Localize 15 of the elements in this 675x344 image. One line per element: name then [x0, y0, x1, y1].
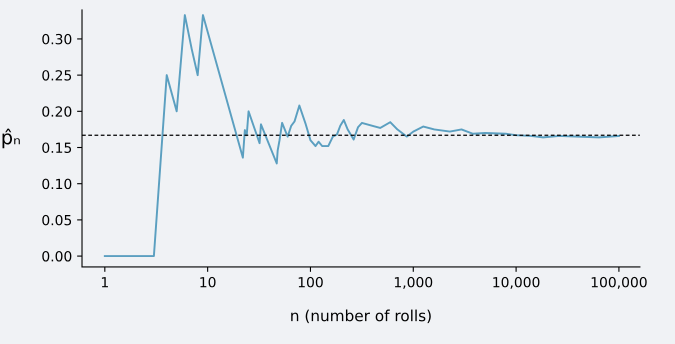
y-tick-label: 0.25: [42, 70, 72, 81]
x-tick-label: 100: [298, 276, 323, 288]
y-tick-label: 0.10: [42, 178, 72, 190]
x-tick-label: 10,000: [493, 276, 540, 289]
x-tick-label: 1,000: [394, 276, 432, 289]
y-tick-label: 0.00: [42, 251, 72, 262]
x-tick-label: 10: [200, 276, 216, 288]
y-tick-label: 0.30: [42, 34, 72, 44]
y-tick-label: 0.15: [42, 142, 72, 153]
y-tick-label: 0.20: [42, 106, 72, 117]
x-axis-title: n (number of rolls): [291, 310, 431, 324]
x-tick-label: 1: [102, 277, 108, 288]
y-axis-title: p̂ₙ: [2, 128, 20, 148]
y-tick-label: 0.05: [42, 214, 72, 226]
x-tick-label: 100,000: [592, 276, 647, 289]
